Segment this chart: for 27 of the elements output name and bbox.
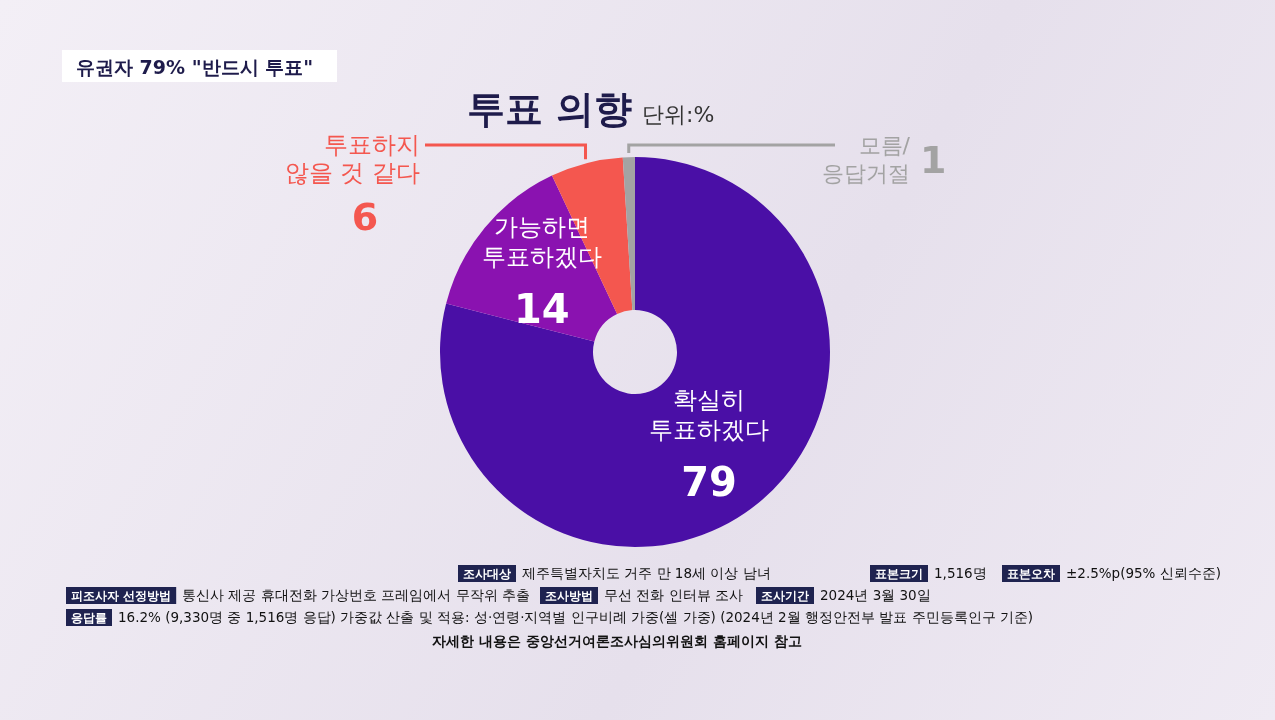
text: 제주특별자치도 거주 만 18세 이상 남녀	[522, 565, 771, 581]
data-label: 1	[920, 138, 947, 182]
text: 표본오차	[1007, 567, 1055, 581]
text: 무선 전화 인터뷰 조사	[604, 587, 743, 603]
slice-label: 확실히 투표하겠다	[649, 385, 770, 444]
text: 조사기간	[761, 589, 809, 603]
text: 표본크기	[875, 567, 923, 581]
text: 응답률	[71, 611, 107, 625]
text: 2024년 3월 30일	[820, 587, 931, 603]
text: 자세한 내용은 중앙선거여론조사심의위원회 홈페이지 참고	[432, 633, 802, 649]
slice-label: 가능하면 투표하겠다	[481, 212, 602, 271]
chart-subtitle: 단위:%	[642, 102, 715, 127]
text: 조사방법	[545, 589, 593, 603]
data-label: 6	[351, 195, 379, 239]
text: 1,516명	[934, 565, 987, 581]
slice-label: 투표하지 않을 것 같다	[284, 131, 420, 187]
text: 조사대상	[463, 567, 511, 581]
slice-label: 모름/ 응답거절	[822, 133, 911, 186]
text: 통신사 제공 휴대전화 가상번호 프레임에서 무작위 추출	[182, 587, 530, 603]
donut-slice	[622, 157, 635, 311]
text: ±2.5%p(95% 신뢰수준)	[1066, 565, 1222, 581]
data-label: 79	[681, 458, 737, 505]
text: 16.2% (9,330명 중 1,516명 응답) 가중값 산출 및 적용: 성·연령·지역별 인구비례 가중(셀 가중) (2024년 2월 행정안전부 발표 주민등록인구 기준)	[118, 609, 1034, 625]
data-label: 14	[514, 285, 570, 332]
chart-title: 투표 의향	[466, 87, 632, 131]
text: 피조사자 선정방법	[71, 589, 172, 603]
text: 유권자 79% "반드시 투표"	[76, 56, 314, 78]
